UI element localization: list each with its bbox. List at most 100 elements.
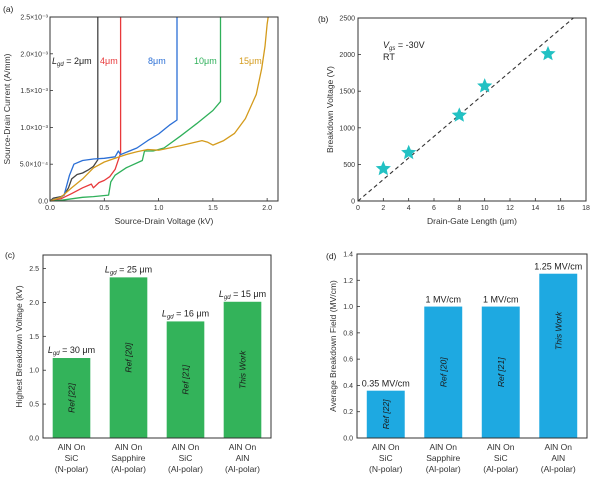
category-label: AlN On (430, 442, 458, 452)
y-tick-label-a: 2.0×10⁻³ (20, 51, 48, 58)
y-axis-title-c: Highest Breakdown Voltage (kV) (14, 285, 24, 408)
category-label: (Al-polar) (426, 464, 461, 474)
bar (424, 306, 463, 438)
y-tick-label-d: 0.4 (343, 383, 353, 390)
category-label: (Al-polar) (225, 464, 260, 474)
x-tick-label-a: 2.0 (262, 205, 272, 212)
category-label: AlN (551, 453, 565, 463)
y-tick-label-c: 2.5 (29, 266, 39, 273)
annotation-rt: RT (383, 52, 395, 62)
bar-top-label: 1.25 MV/cm (534, 262, 582, 272)
y-axis-title-d: Average Breakdown Field (MV/cm) (328, 280, 338, 412)
y-tick-label-d: 0.6 (343, 357, 353, 364)
y-tick-label-a: 1.0×10⁻³ (20, 125, 48, 132)
bar-top-label-suffix: = 25 μm (117, 264, 152, 274)
bar-inner-label: This Work (553, 311, 563, 350)
y-tick-label-d: 1.2 (343, 278, 353, 285)
x-tick-label-a: 1.5 (208, 205, 218, 212)
panel-label-d: (d) (326, 251, 337, 261)
category-label: AlN On (545, 442, 573, 452)
bar-top-label: 0.35 MV/cm (362, 379, 410, 389)
bar-inner-label: Ref [22] (67, 382, 77, 412)
annotation-vgs-prefix: V (383, 40, 390, 50)
fit-line (357, 17, 574, 202)
x-tick-label-b: 16 (557, 205, 565, 212)
axes-d-frame (356, 253, 588, 439)
x-tick-label-b: 8 (457, 205, 461, 212)
y-tick-label-b: 1500 (339, 89, 355, 96)
series-line-4μm (49, 17, 122, 202)
category-label: (Al-polar) (483, 464, 518, 474)
y-tick-label-c: 0.5 (29, 402, 39, 409)
bar (366, 390, 405, 438)
bar (166, 321, 205, 438)
category-label: SiC (494, 453, 508, 463)
annotation-vgs-suffix: = -30V (395, 40, 424, 50)
category-label: AlN On (172, 442, 200, 452)
x-tick-label-b: 10 (481, 205, 489, 212)
y-tick-label-c: 0.0 (29, 436, 39, 443)
category-label: SiC (179, 453, 193, 463)
bar-top-label: Lgd = 16 μm (162, 308, 209, 320)
bar-top-label-suffix: = 16 μm (174, 308, 209, 318)
category-label: AlN On (487, 442, 515, 452)
x-tick-label-b: 6 (432, 205, 436, 212)
category-label: AlN (236, 453, 250, 463)
bar (223, 301, 262, 438)
bar-top-label-prefix: L (48, 345, 53, 355)
data-point-star (401, 144, 417, 160)
series-line-2μm (49, 17, 99, 202)
y-tick-label-d: 1.4 (343, 252, 353, 259)
series-label-8μm: 8μm (148, 56, 166, 66)
category-label: (Al-polar) (168, 464, 203, 474)
x-tick-label-a: 0.5 (99, 205, 109, 212)
bar-top-label: 1 MV/cm (425, 295, 461, 305)
bar-top-label: 1 MV/cm (483, 295, 519, 305)
data-point-star (375, 160, 391, 176)
axes-a-frame (49, 16, 279, 202)
x-tick-label-b: 12 (506, 205, 514, 212)
data-point-star (451, 107, 467, 122)
bar (52, 358, 91, 438)
bar-inner-label: Ref [20] (124, 342, 134, 372)
axes-b-frame (357, 17, 587, 202)
x-tick-label-a: 0.0 (45, 205, 55, 212)
category-label: Sapphire (111, 453, 145, 463)
series-label-2μm-prefix: L (52, 56, 57, 66)
panel-b: (b) 0 2 4 6 8 10 12 14 16 18 0 500 1000 1500 2000 2500 Dr… (318, 14, 590, 226)
y-tick-label-d: 0.0 (343, 436, 353, 443)
series-label-2μm: Lgd = 2μm (52, 56, 92, 68)
series-line-8μm (49, 17, 178, 202)
y-tick-label-d: 0.2 (343, 409, 353, 416)
x-axis-title-b: Drain-Gate Length (μm) (427, 216, 517, 226)
category-label: AlN On (372, 442, 400, 452)
bar (539, 273, 578, 438)
category-label: SiC (65, 453, 79, 463)
series-label-4μm: 4μm (100, 56, 118, 66)
y-tick-label-a: 1.5×10⁻³ (20, 88, 48, 95)
x-tick-label-b: 2 (381, 205, 385, 212)
y-axis-title-b: Breakdown Voltage (V) (325, 66, 335, 153)
y-tick-label-c: 2.0 (29, 300, 39, 307)
bar (109, 277, 148, 438)
bar-top-label: Lgd = 15 μm (219, 289, 266, 301)
series-label-15μm: 15μm (239, 56, 262, 66)
series-label-10μm: 10μm (194, 56, 217, 66)
bar-top-label: Lgd = 30 μm (48, 345, 95, 357)
y-tick-label-c: 1.5 (29, 334, 39, 341)
annotation-vgs: Vgs = -30V (383, 40, 425, 52)
annotation-vgs-sub: gs (389, 46, 395, 52)
panel-label-c: (c) (5, 250, 15, 260)
bar-top-label-sub: gd (224, 295, 231, 301)
bar-inner-label: This Work (238, 350, 248, 389)
bar-top-label-suffix: = 15 μm (231, 289, 266, 299)
category-label: (N-polar) (369, 464, 403, 474)
y-tick-label-a: 0.0 (38, 199, 48, 206)
y-tick-label-b: 2000 (339, 52, 355, 59)
series-label-2μm-sub: gd (57, 62, 64, 68)
category-label: (Al-polar) (111, 464, 146, 474)
data-point-star (540, 45, 556, 61)
